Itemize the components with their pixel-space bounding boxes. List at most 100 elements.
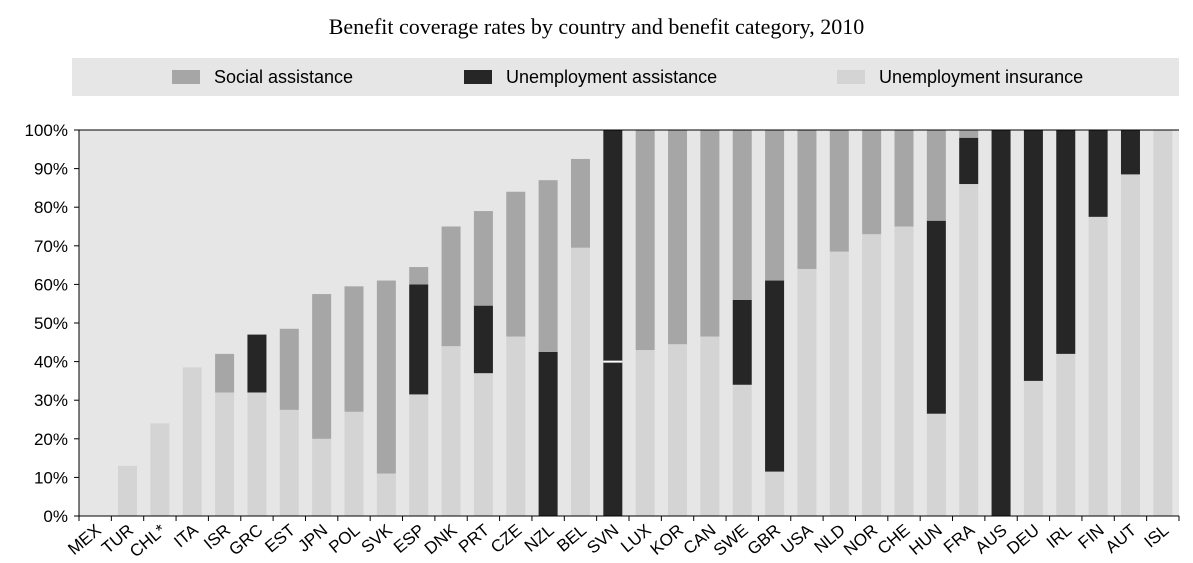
bar-isr-unemployment-insurance bbox=[215, 392, 235, 516]
bar-nor-unemployment-insurance bbox=[862, 234, 882, 516]
y-tick-label: 30% bbox=[34, 391, 68, 410]
legend-item-social-assistance: Social assistance bbox=[172, 58, 353, 96]
legend-item-unemployment-insurance: Unemployment insurance bbox=[837, 58, 1083, 96]
x-tick-label: AUT bbox=[1102, 521, 1140, 557]
bar-svk-social-assistance bbox=[376, 280, 396, 474]
bar-usa-unemployment-insurance bbox=[797, 268, 817, 516]
bar-isl-unemployment-insurance bbox=[1153, 130, 1173, 516]
y-tick-label: 0% bbox=[43, 507, 68, 526]
bar-grc-unemployment-insurance bbox=[247, 392, 267, 516]
x-tick-label: FIN bbox=[1074, 521, 1107, 553]
bar-lux-unemployment-insurance bbox=[635, 350, 655, 516]
bar-prt-social-assistance bbox=[473, 211, 493, 306]
bar-isr-social-assistance bbox=[215, 353, 235, 393]
bar-fra-unemployment-insurance bbox=[959, 184, 979, 517]
bar-aut-unemployment-insurance bbox=[1120, 174, 1140, 516]
x-tick-label: DEU bbox=[1003, 521, 1043, 559]
bar-can-social-assistance bbox=[700, 130, 720, 337]
legend-item-unemployment-assistance: Unemployment assistance bbox=[464, 58, 717, 96]
x-tick-label: IRL bbox=[1043, 521, 1075, 553]
bar-ita-unemployment-insurance bbox=[182, 367, 202, 516]
x-tick-label: GBR bbox=[744, 521, 784, 559]
bar-irl-unemployment-insurance bbox=[1056, 353, 1076, 516]
bar-deu-unemployment-assistance bbox=[1023, 130, 1043, 381]
bar-grc-unemployment-assistance bbox=[247, 334, 267, 393]
bar-swe-social-assistance bbox=[732, 130, 752, 300]
x-tick-label: CZE bbox=[487, 521, 525, 557]
bar-pol-social-assistance bbox=[344, 286, 364, 412]
x-tick-label: FRA bbox=[940, 520, 979, 557]
x-tick-label: ISL bbox=[1141, 521, 1173, 552]
x-tick-label: PRT bbox=[455, 521, 493, 557]
bar-hun-unemployment-assistance bbox=[926, 220, 946, 414]
bar-est-unemployment-insurance bbox=[279, 409, 299, 516]
x-tick-label: AUS bbox=[972, 521, 1011, 558]
bar-gbr-unemployment-assistance bbox=[765, 280, 785, 472]
bar-cze-unemployment-insurance bbox=[506, 336, 526, 516]
x-tick-label: GRC bbox=[225, 521, 266, 560]
bar-pol-unemployment-insurance bbox=[344, 411, 364, 516]
bar-nzl-social-assistance bbox=[538, 180, 558, 352]
bar-aut-unemployment-assistance bbox=[1120, 130, 1140, 175]
bar-est-social-assistance bbox=[279, 328, 299, 410]
x-tick-label: KOR bbox=[647, 521, 687, 559]
x-tick-label: CHE bbox=[874, 521, 914, 559]
bar-nzl-unemployment-assistance bbox=[538, 351, 558, 516]
bar-jpn-unemployment-insurance bbox=[312, 438, 332, 516]
y-tick-label: 70% bbox=[34, 237, 68, 256]
bar-swe-unemployment-assistance bbox=[732, 299, 752, 385]
x-tick-label: MEX bbox=[64, 521, 104, 559]
bar-tur-unemployment-insurance bbox=[118, 465, 138, 516]
bar-swe-unemployment-insurance bbox=[732, 384, 752, 516]
bar-dnk-unemployment-insurance bbox=[441, 346, 461, 516]
y-tick-label: 90% bbox=[34, 160, 68, 179]
y-tick-label: 80% bbox=[34, 198, 68, 217]
bar-kor-unemployment-insurance bbox=[668, 344, 688, 516]
bar-kor-social-assistance bbox=[668, 130, 688, 345]
legend-swatch-unemployment-insurance bbox=[837, 70, 865, 84]
x-tick-label: EST bbox=[261, 521, 299, 557]
x-tick-label: SVN bbox=[583, 521, 622, 558]
bar-gbr-unemployment-insurance bbox=[765, 471, 785, 516]
bar-fra-unemployment-assistance bbox=[959, 137, 979, 185]
y-tick-label: 40% bbox=[34, 353, 68, 372]
bar-cze-social-assistance bbox=[506, 191, 526, 337]
y-axis: 0% 10% 20% 30% 40% 50% 60% 70% 80% 90% 100% bbox=[25, 121, 80, 526]
x-tick-label: DNK bbox=[421, 520, 461, 558]
bars-group bbox=[118, 130, 1173, 517]
x-tick-label: CHL* bbox=[126, 520, 170, 561]
y-tick-label: 10% bbox=[34, 468, 68, 487]
y-tick-label: 20% bbox=[34, 430, 68, 449]
bar-deu-unemployment-insurance bbox=[1023, 380, 1043, 516]
bar-chl-unemployment-insurance bbox=[150, 423, 170, 516]
bar-esp-unemployment-assistance bbox=[409, 284, 429, 395]
legend-swatch-social-assistance bbox=[172, 70, 200, 84]
x-tick-label: USA bbox=[778, 520, 817, 557]
bar-hun-social-assistance bbox=[926, 130, 946, 221]
bar-fin-unemployment-assistance bbox=[1088, 130, 1108, 217]
x-tick-label: NZL bbox=[521, 521, 558, 556]
legend: Social assistance Unemployment assistanc… bbox=[72, 58, 1179, 96]
bar-esp-unemployment-insurance bbox=[409, 394, 429, 516]
legend-label-social-assistance: Social assistance bbox=[214, 66, 354, 87]
bar-hun-unemployment-insurance bbox=[926, 413, 946, 516]
x-tick-label: CAN bbox=[680, 521, 720, 559]
bar-prt-unemployment-assistance bbox=[473, 305, 493, 374]
bar-svn-unemployment-assistance bbox=[603, 130, 623, 516]
x-tick-label: POL bbox=[325, 521, 363, 557]
bar-gbr-social-assistance bbox=[765, 130, 785, 281]
x-tick-label: NLD bbox=[811, 521, 849, 557]
bar-nor-social-assistance bbox=[862, 130, 882, 235]
x-tick-label: BEL bbox=[553, 521, 590, 556]
bar-fin-unemployment-insurance bbox=[1088, 216, 1108, 516]
bar-prt-unemployment-insurance bbox=[473, 373, 493, 516]
legend-swatch-unemployment-assistance bbox=[464, 70, 492, 84]
y-tick-label: 100% bbox=[25, 121, 68, 140]
bar-aus-unemployment-assistance bbox=[991, 130, 1011, 516]
bar-bel-unemployment-insurance bbox=[570, 247, 590, 517]
bar-bel-social-assistance bbox=[570, 158, 590, 248]
y-tick-label: 50% bbox=[34, 314, 68, 333]
x-tick-label: ESP bbox=[390, 521, 428, 557]
